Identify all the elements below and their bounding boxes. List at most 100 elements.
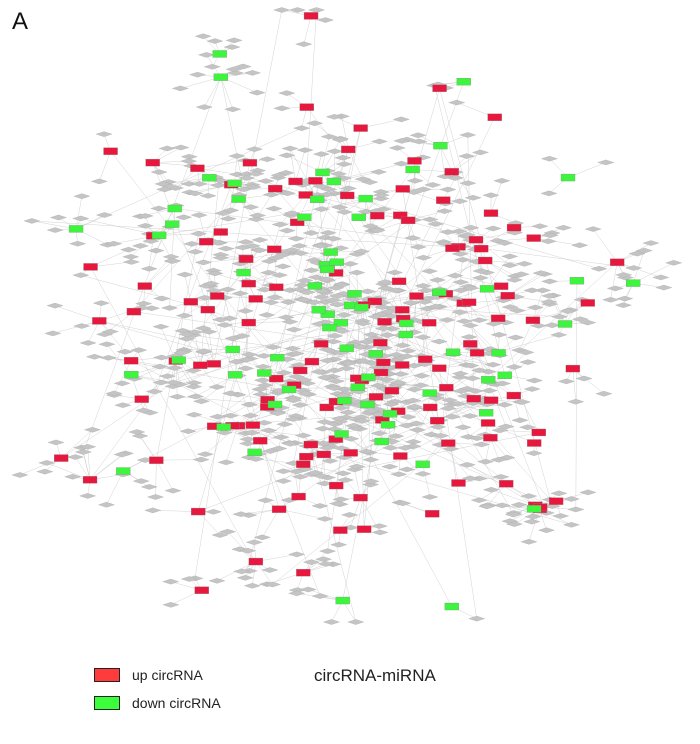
mirna-node — [85, 353, 103, 360]
network-edge — [224, 293, 446, 326]
mirna-node — [131, 243, 149, 249]
mirna-node — [44, 330, 62, 337]
network-edge — [289, 148, 318, 200]
mirna-node — [461, 475, 479, 482]
network-edge — [572, 368, 605, 394]
mirna-node — [219, 215, 237, 222]
mirna-node — [329, 500, 346, 507]
mirna-node — [344, 296, 362, 302]
mirna-node — [284, 345, 302, 352]
down-circrna-node — [351, 213, 366, 221]
network-edge — [198, 511, 221, 536]
up-circrna-node — [531, 428, 546, 437]
mirna-node — [383, 325, 401, 332]
legend-swatch-down — [94, 696, 120, 710]
up-circrna-node — [445, 244, 460, 252]
mirna-node — [204, 509, 222, 515]
down-circrna-node — [231, 195, 246, 203]
mirna-node — [655, 284, 673, 291]
mirna-node — [99, 355, 117, 361]
mirna-node — [387, 358, 405, 364]
network-edge — [234, 156, 238, 184]
mirna-node — [274, 263, 292, 270]
mirna-node — [523, 287, 541, 294]
up-circrna-node — [395, 185, 410, 193]
mirna-node — [72, 215, 90, 222]
up-circrna-node — [241, 318, 256, 327]
mirna-node — [402, 299, 420, 306]
mirna-node — [414, 283, 432, 289]
down-circrna-node — [347, 290, 362, 298]
mirna-node — [212, 254, 230, 261]
network-edge — [156, 233, 199, 461]
network-edge — [279, 508, 325, 520]
up-circrna-node — [313, 340, 329, 348]
down-circrna-node — [339, 344, 354, 352]
mirna-node — [317, 561, 335, 567]
mirna-node — [665, 260, 683, 266]
down-circrna-node — [165, 220, 180, 228]
mirna-node — [95, 212, 113, 218]
network-edge — [435, 223, 459, 248]
mirna-node — [74, 449, 92, 455]
up-circrna-node — [296, 569, 311, 577]
network-edge — [341, 116, 349, 150]
mirna-node — [370, 430, 388, 437]
up-circrna-node — [299, 103, 314, 111]
mirna-node — [326, 333, 344, 339]
down-circrna-node — [247, 448, 262, 457]
down-circrna-node — [479, 285, 495, 293]
mirna-node — [517, 349, 535, 356]
mirna-node — [341, 512, 359, 518]
down-circrna-node — [322, 323, 337, 332]
up-circrna-node — [368, 393, 384, 401]
mirna-node — [96, 331, 114, 338]
mirna-node — [416, 299, 434, 305]
mirna-node — [287, 350, 305, 357]
panel-label: A — [12, 8, 29, 35]
mirna-node — [233, 333, 251, 339]
mirna-node — [554, 224, 572, 231]
mirna-node — [344, 422, 362, 429]
mirna-node — [113, 451, 131, 458]
mirna-node — [325, 385, 343, 391]
mirna-node — [90, 178, 108, 185]
down-circrna-node — [335, 596, 350, 605]
up-circrna-node — [353, 493, 368, 502]
mirna-node — [339, 409, 357, 416]
network-title: circRNA-miRNA — [314, 666, 436, 685]
mirna-node — [64, 473, 82, 480]
mirna-node — [579, 489, 597, 496]
mirna-node — [255, 353, 273, 359]
mirna-node — [225, 37, 243, 44]
mirna-node — [335, 161, 353, 167]
mirna-node — [484, 225, 502, 232]
up-circrna-node — [353, 124, 368, 132]
down-circrna-node — [270, 353, 285, 362]
mirna-node — [136, 213, 154, 219]
mirna-node — [501, 304, 519, 310]
mirna-node — [283, 210, 301, 217]
mirna-node — [136, 223, 154, 229]
mirna-node — [616, 295, 634, 302]
mirna-node — [272, 434, 290, 440]
mirna-node — [519, 359, 537, 365]
mirna-node — [122, 259, 140, 265]
down-circrna-node — [311, 306, 326, 314]
mirna-node — [541, 232, 559, 239]
mirna-node — [512, 271, 530, 278]
mirna-node — [505, 521, 523, 527]
mirna-node — [348, 463, 366, 470]
network-edge — [533, 237, 580, 246]
mirna-node — [164, 258, 182, 264]
up-circrna-node — [134, 395, 149, 403]
network-edge — [463, 303, 547, 513]
mirna-node — [531, 223, 549, 229]
mirna-node — [461, 322, 479, 329]
up-circrna-node — [548, 497, 564, 505]
mirna-node — [392, 371, 410, 377]
mirna-node — [480, 387, 498, 394]
mirna-node — [404, 439, 422, 445]
mirna-node — [373, 304, 391, 310]
mirna-node — [472, 149, 489, 156]
